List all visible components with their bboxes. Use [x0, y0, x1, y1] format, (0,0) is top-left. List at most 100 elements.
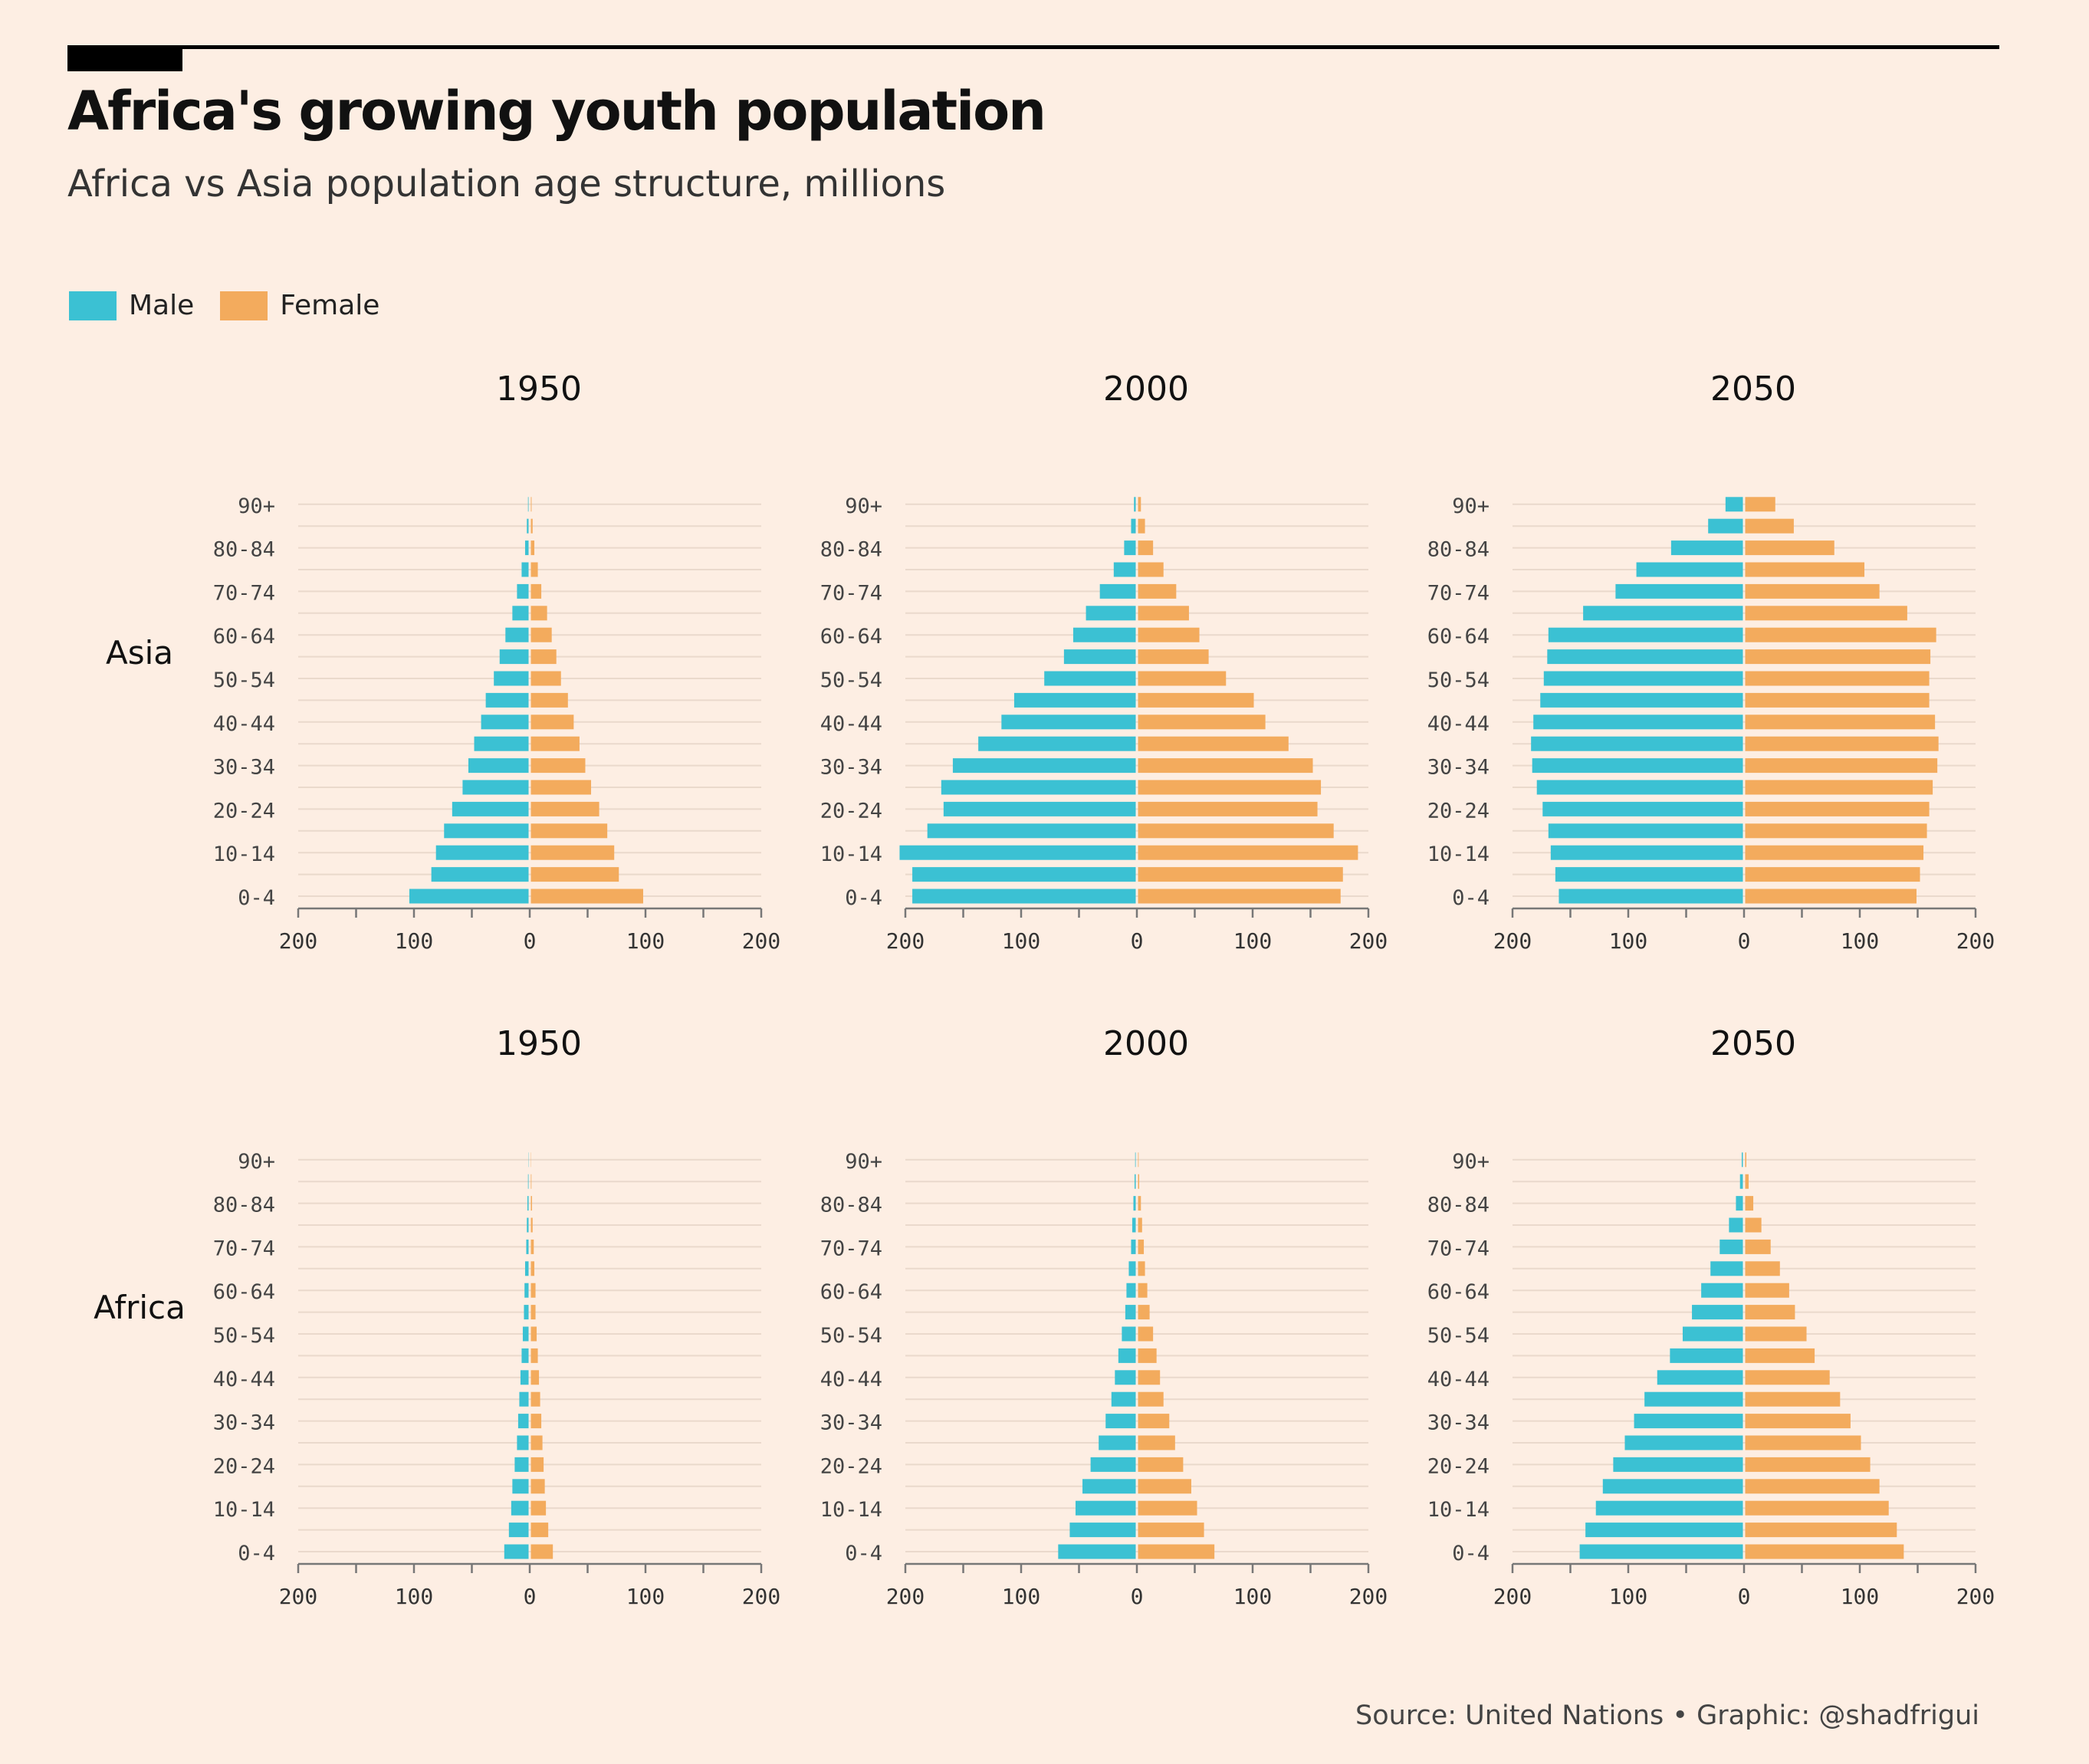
age-tick-label-asia-2000-10-14: 10-14: [820, 843, 882, 866]
bar-female-asia-2000-55-59: [1138, 649, 1209, 665]
age-tick-label-africa-1950-0-4: 0-4: [238, 1542, 275, 1565]
age-tick-label-asia-2000-30-34: 30-34: [820, 756, 882, 780]
bar-male-asia-1950-25-29: [462, 780, 529, 795]
bar-female-africa-2050-30-34: [1745, 1414, 1851, 1429]
bar-female-africa-2000-80-84: [1138, 1196, 1141, 1211]
bar-female-africa-2050-45-49: [1745, 1348, 1815, 1363]
age-tick-label-asia-1950-90+: 90+: [238, 494, 275, 518]
bar-female-asia-1950-60-64: [530, 627, 552, 642]
chart-subtitle: Africa vs Asia population age structure,…: [67, 163, 946, 205]
x-tick-label-asia-2050-0: 200: [1493, 928, 1532, 954]
bar-female-africa-1950-85-89: [530, 1174, 532, 1189]
bar-female-asia-2050-15-19: [1745, 823, 1927, 839]
age-tick-label-africa-1950-20-24: 20-24: [213, 1454, 275, 1478]
bar-male-asia-2050-30-34: [1532, 758, 1743, 774]
bar-male-africa-2000-50-54: [1122, 1326, 1136, 1342]
age-tick-label-asia-2000-40-44: 40-44: [820, 712, 882, 736]
bar-female-asia-2000-70-74: [1138, 583, 1177, 599]
age-tick-label-asia-2000-80-84: 80-84: [820, 538, 882, 562]
bar-female-africa-2000-20-24: [1138, 1457, 1184, 1472]
bar-female-asia-2000-5-9: [1138, 867, 1343, 882]
bar-female-africa-2000-35-39: [1138, 1391, 1164, 1407]
age-tick-label-africa-2050-50-54: 50-54: [1427, 1324, 1490, 1348]
bar-male-africa-2000-30-34: [1105, 1414, 1136, 1429]
bar-male-asia-1950-10-14: [435, 845, 529, 860]
bar-male-asia-2000-35-39: [978, 736, 1136, 751]
bar-female-asia-2000-0-4: [1138, 889, 1341, 904]
bar-male-asia-1950-5-9: [431, 867, 529, 882]
age-tick-label-africa-2000-40-44: 40-44: [820, 1368, 882, 1391]
bar-male-africa-1950-50-54: [522, 1326, 529, 1342]
bar-female-asia-2050-0-4: [1745, 889, 1917, 904]
bar-male-africa-2050-55-59: [1692, 1305, 1743, 1320]
bar-female-africa-1950-15-19: [530, 1479, 545, 1494]
bar-male-asia-1950-90+: [527, 497, 529, 512]
bar-male-africa-2000-35-39: [1111, 1391, 1136, 1407]
bar-female-asia-2050-30-34: [1745, 758, 1938, 774]
bar-male-asia-2000-70-74: [1099, 583, 1136, 599]
x-tick-label-africa-1950-3: 100: [626, 1584, 665, 1609]
age-tick-label-africa-2000-80-84: 80-84: [820, 1194, 882, 1217]
legend-label-female: Female: [280, 290, 380, 321]
bar-female-africa-2000-0-4: [1138, 1544, 1215, 1559]
age-tick-label-africa-1950-30-34: 30-34: [213, 1411, 275, 1435]
bar-female-africa-1950-70-74: [530, 1239, 534, 1254]
legend-item-male: Male: [69, 290, 194, 321]
panel-title-africa-2000: 2000: [1103, 1024, 1189, 1063]
bar-male-africa-1950-70-74: [526, 1239, 529, 1254]
bar-male-africa-2050-10-14: [1595, 1500, 1743, 1516]
bar-female-asia-2050-10-14: [1745, 845, 1924, 860]
bar-male-africa-2000-20-24: [1090, 1457, 1136, 1472]
bar-female-africa-1950-80-84: [530, 1196, 533, 1211]
bar-male-africa-2000-90+: [1135, 1152, 1136, 1168]
bar-male-asia-2050-55-59: [1547, 649, 1743, 665]
bar-male-africa-2000-65-69: [1128, 1261, 1136, 1276]
age-tick-label-africa-1950-90+: 90+: [238, 1150, 275, 1174]
x-tick-label-africa-2000-0: 200: [886, 1584, 925, 1609]
bar-male-africa-1950-80-84: [527, 1196, 529, 1211]
x-tick-label-asia-1950-3: 100: [626, 928, 665, 954]
x-tick-label-africa-2050-0: 200: [1493, 1584, 1532, 1609]
age-tick-label-asia-2000-20-24: 20-24: [820, 799, 882, 823]
bar-female-asia-1950-20-24: [530, 801, 599, 816]
legend-swatch-female: [220, 291, 268, 320]
age-tick-label-asia-1950-0-4: 0-4: [238, 886, 275, 910]
bar-female-asia-2050-70-74: [1745, 583, 1880, 599]
bar-male-asia-1950-70-74: [517, 583, 529, 599]
bar-male-asia-1950-55-59: [499, 649, 529, 665]
bar-male-asia-2050-10-14: [1550, 845, 1743, 860]
age-tick-label-asia-2050-10-14: 10-14: [1427, 843, 1490, 866]
x-tick-label-asia-2000-4: 200: [1349, 928, 1388, 954]
bar-female-asia-2050-5-9: [1745, 867, 1920, 882]
x-tick-label-asia-1950-2: 0: [524, 928, 537, 954]
bar-female-africa-2050-65-69: [1745, 1261, 1780, 1276]
bar-male-asia-2050-0-4: [1559, 889, 1743, 904]
bar-female-asia-1950-30-34: [530, 758, 586, 774]
bar-female-asia-2000-60-64: [1138, 627, 1200, 642]
bar-female-asia-2000-20-24: [1138, 801, 1318, 816]
age-tick-label-africa-2050-30-34: 30-34: [1427, 1411, 1490, 1435]
bar-female-africa-1950-45-49: [530, 1348, 538, 1363]
bar-female-africa-2000-15-19: [1138, 1479, 1191, 1494]
bar-male-asia-1950-50-54: [494, 671, 529, 686]
bar-female-asia-1950-5-9: [530, 867, 619, 882]
bar-male-asia-2000-25-29: [941, 780, 1136, 795]
age-tick-label-africa-1950-50-54: 50-54: [213, 1324, 275, 1348]
bar-female-asia-2000-15-19: [1138, 823, 1334, 839]
bar-male-asia-2050-25-29: [1536, 780, 1743, 795]
bar-male-asia-2000-80-84: [1124, 540, 1136, 556]
age-tick-label-asia-2050-90+: 90+: [1452, 494, 1490, 518]
age-tick-label-africa-2050-0-4: 0-4: [1452, 1542, 1490, 1565]
x-tick-label-africa-1950-4: 200: [742, 1584, 781, 1609]
bar-male-africa-1950-60-64: [524, 1283, 529, 1298]
bar-male-africa-2000-45-49: [1118, 1348, 1136, 1363]
bar-male-asia-2000-30-34: [952, 758, 1136, 774]
bar-female-africa-2000-85-89: [1138, 1174, 1140, 1189]
bar-male-asia-2050-40-44: [1533, 714, 1743, 730]
bar-female-africa-1950-10-14: [530, 1500, 547, 1516]
bar-male-asia-2000-65-69: [1086, 606, 1136, 621]
bar-female-africa-2050-25-29: [1745, 1435, 1861, 1450]
age-tick-label-africa-2050-80-84: 80-84: [1427, 1194, 1490, 1217]
bar-female-asia-1950-80-84: [530, 540, 535, 556]
bar-male-asia-2000-85-89: [1131, 518, 1136, 534]
